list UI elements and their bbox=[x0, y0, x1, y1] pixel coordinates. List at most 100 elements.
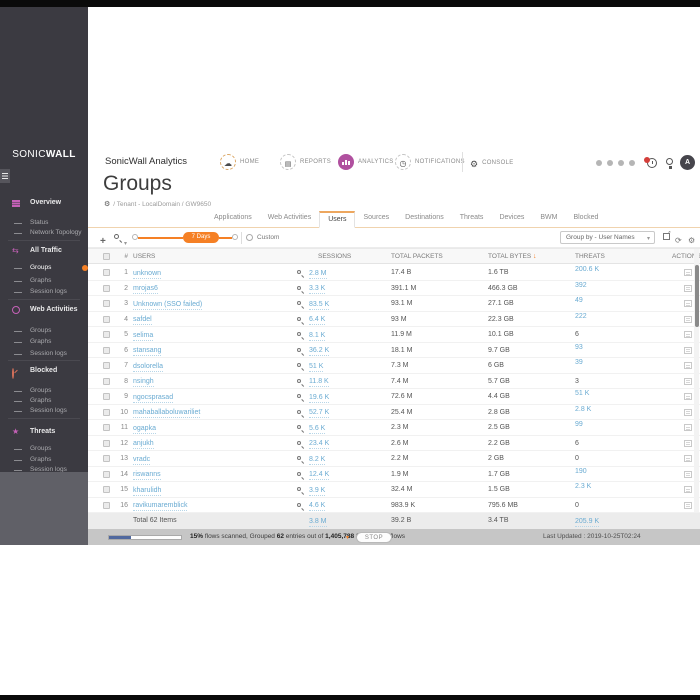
lightbulb-icon[interactable] bbox=[666, 158, 673, 169]
sessions-link[interactable]: 3.9 K bbox=[309, 486, 326, 496]
slider-right-handle[interactable] bbox=[232, 234, 238, 240]
row-checkbox[interactable] bbox=[103, 377, 110, 385]
user-link[interactable]: nsingh bbox=[133, 378, 154, 387]
tab[interactable]: Threats bbox=[459, 214, 484, 221]
sessions-link[interactable]: 8.1 K bbox=[309, 331, 326, 341]
filter-funnel-icon[interactable] bbox=[345, 534, 350, 541]
row-checkbox[interactable] bbox=[103, 486, 110, 493]
row-actions-icon[interactable] bbox=[684, 439, 692, 447]
tenant-gear-icon[interactable] bbox=[104, 200, 110, 208]
tab[interactable]: Blocked bbox=[573, 214, 599, 221]
sessions-link[interactable]: 8.2 K bbox=[309, 455, 326, 465]
total-sessions[interactable]: 3.8 M bbox=[309, 517, 327, 527]
row-checkbox[interactable] bbox=[103, 439, 110, 447]
threats-value[interactable]: 392 bbox=[575, 281, 587, 289]
scrollbar-thumb[interactable] bbox=[694, 265, 699, 327]
col-users[interactable]: USERS bbox=[133, 253, 156, 260]
row-actions-icon[interactable] bbox=[684, 269, 692, 276]
settings-gear-icon[interactable] bbox=[688, 230, 695, 248]
sidebar-item-network-topology[interactable]: Network Topology bbox=[0, 228, 88, 238]
sidebar-section-overview[interactable]: Overview bbox=[0, 198, 88, 208]
threats-value[interactable]: 3 bbox=[575, 377, 579, 385]
tab[interactable]: Users bbox=[319, 211, 356, 228]
row-checkbox[interactable] bbox=[103, 346, 110, 354]
sessions-link[interactable]: 52.7 K bbox=[309, 409, 330, 418]
move-icon[interactable] bbox=[100, 231, 106, 249]
drilldown-magnifier-icon[interactable] bbox=[297, 285, 301, 290]
row-actions-icon[interactable] bbox=[684, 362, 692, 369]
user-link[interactable]: unknown bbox=[133, 269, 162, 279]
tab[interactable]: Devices bbox=[499, 214, 525, 221]
sidebar-item-threats-graphs[interactable]: Graphs bbox=[0, 455, 88, 465]
sidebar-item-web-session-logs[interactable]: Session logs bbox=[0, 349, 88, 359]
nav-home[interactable]: HOME bbox=[220, 154, 259, 170]
tab[interactable]: Applications bbox=[214, 214, 252, 221]
col-threats[interactable]: THREATS bbox=[575, 253, 605, 260]
drilldown-magnifier-icon[interactable] bbox=[297, 425, 301, 429]
row-checkbox[interactable] bbox=[103, 284, 110, 292]
threats-value[interactable]: 0 bbox=[575, 455, 579, 462]
drilldown-magnifier-icon[interactable] bbox=[297, 347, 301, 352]
sidebar-section-blocked[interactable]: Blocked bbox=[0, 366, 88, 379]
sessions-link[interactable]: 5.6 K bbox=[309, 424, 326, 434]
sidebar-section-all-traffic[interactable]: All Traffic bbox=[0, 246, 88, 256]
sidebar-item-blocked-groups[interactable]: Groups bbox=[0, 386, 88, 396]
row-actions-icon[interactable] bbox=[684, 455, 692, 462]
user-link[interactable]: riswanns bbox=[133, 471, 161, 480]
row-checkbox[interactable] bbox=[103, 362, 110, 369]
row-checkbox[interactable] bbox=[103, 269, 110, 276]
sidebar-item-all-traffic-session-logs[interactable]: Session logs bbox=[0, 287, 88, 297]
sidebar-item-threats-session-logs[interactable]: Session logs bbox=[0, 465, 88, 475]
row-checkbox[interactable] bbox=[103, 393, 110, 400]
drilldown-magnifier-icon[interactable] bbox=[297, 456, 301, 460]
drilldown-magnifier-icon[interactable] bbox=[297, 440, 301, 445]
sidebar-item-blocked-session-logs[interactable]: Session logs bbox=[0, 406, 88, 416]
tab[interactable]: BWM bbox=[540, 214, 558, 221]
row-checkbox[interactable] bbox=[103, 424, 110, 431]
sessions-link[interactable]: 4.6 K bbox=[309, 502, 326, 511]
sidebar-item-status[interactable]: Status bbox=[0, 218, 88, 228]
drilldown-magnifier-icon[interactable] bbox=[297, 487, 301, 491]
sidebar-item-blocked-graphs[interactable]: Graphs bbox=[0, 396, 88, 406]
time-range-pill[interactable]: 7 Days bbox=[183, 232, 219, 243]
row-checkbox[interactable] bbox=[103, 331, 110, 338]
row-actions-icon[interactable] bbox=[684, 284, 692, 292]
row-actions-icon[interactable] bbox=[684, 331, 692, 338]
user-link[interactable]: ngocsprasad bbox=[133, 393, 174, 403]
group-by-select[interactable]: Group by - User Names bbox=[560, 231, 655, 244]
threats-value[interactable]: 0 bbox=[575, 501, 579, 509]
nav-reports[interactable]: REPORTS bbox=[280, 154, 331, 170]
sidebar-section-threats[interactable]: Threats bbox=[0, 427, 88, 437]
drilldown-magnifier-icon[interactable] bbox=[297, 471, 301, 476]
row-actions-icon[interactable] bbox=[684, 486, 692, 493]
threats-value[interactable]: 6 bbox=[575, 439, 579, 447]
sidebar-item-all-traffic-groups[interactable]: Groups bbox=[0, 263, 88, 273]
sidebar-collapse-icon[interactable] bbox=[0, 169, 10, 183]
nav-console[interactable]: CONSOLE bbox=[470, 154, 514, 172]
threats-value[interactable]: 6 bbox=[575, 331, 579, 338]
sessions-link[interactable]: 51 K bbox=[309, 362, 324, 372]
threats-value[interactable]: 51 K bbox=[575, 390, 590, 397]
row-actions-icon[interactable] bbox=[684, 470, 692, 478]
threats-value[interactable]: 190 bbox=[575, 467, 587, 475]
custom-radio[interactable] bbox=[246, 233, 253, 241]
row-checkbox[interactable] bbox=[103, 501, 110, 509]
row-actions-icon[interactable] bbox=[684, 315, 692, 323]
threats-value[interactable]: 93 bbox=[575, 343, 583, 351]
user-link[interactable]: kharulidh bbox=[133, 486, 162, 496]
drilldown-magnifier-icon[interactable] bbox=[297, 394, 301, 398]
row-checkbox[interactable] bbox=[103, 455, 110, 462]
drilldown-magnifier-icon[interactable] bbox=[297, 316, 301, 321]
col-total-packets[interactable]: TOTAL PACKETS bbox=[391, 253, 443, 260]
drilldown-magnifier-icon[interactable] bbox=[297, 363, 301, 367]
sessions-link[interactable]: 36.2 K bbox=[309, 347, 330, 356]
select-all-checkbox[interactable] bbox=[103, 253, 110, 260]
row-checkbox[interactable] bbox=[103, 470, 110, 478]
row-actions-icon[interactable] bbox=[684, 393, 692, 400]
user-link[interactable]: selima bbox=[133, 331, 154, 341]
threats-value[interactable]: 200.6 K bbox=[575, 266, 600, 273]
row-actions-icon[interactable] bbox=[684, 408, 692, 416]
drilldown-magnifier-icon[interactable] bbox=[297, 378, 301, 383]
user-link[interactable]: safdel bbox=[133, 316, 152, 325]
row-actions-icon[interactable] bbox=[684, 377, 692, 385]
